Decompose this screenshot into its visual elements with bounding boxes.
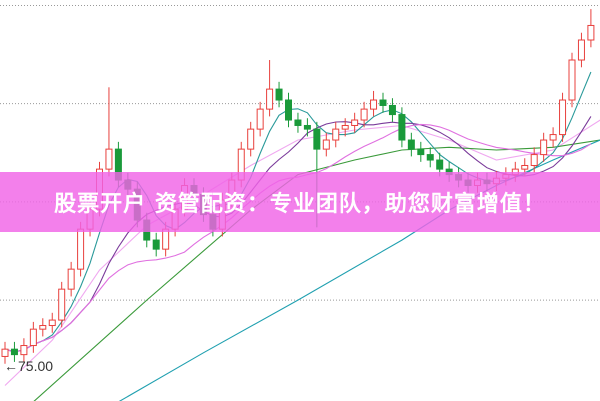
candle-body <box>351 119 359 126</box>
candle-body <box>285 99 292 121</box>
candle-body <box>332 128 340 141</box>
candle-body <box>379 99 387 106</box>
candle-body <box>577 39 585 61</box>
candle-body <box>426 154 434 161</box>
candle-body <box>370 99 378 110</box>
candle-body <box>521 164 529 170</box>
candle-body <box>162 228 170 250</box>
candle-body <box>540 139 548 156</box>
banner-text: 股票开户 资管配资：专业团队，助您财富增值！ <box>54 192 546 217</box>
candle-body <box>266 88 274 110</box>
candle-body <box>20 345 28 356</box>
candle-body <box>275 88 283 101</box>
candle-body <box>29 328 37 347</box>
candle-body <box>48 319 56 327</box>
candle-body <box>256 108 264 130</box>
candle-body <box>294 119 302 126</box>
candle-body <box>10 348 18 356</box>
candle-body <box>388 104 396 116</box>
ma10-line <box>4 116 592 353</box>
candle-body <box>77 228 85 270</box>
candle-body <box>549 134 557 141</box>
candle-body <box>568 59 576 101</box>
candle-body <box>341 124 349 130</box>
candle-body <box>1 348 9 357</box>
candle-body <box>303 124 311 130</box>
candle-body <box>105 148 113 170</box>
candle-body <box>436 159 444 170</box>
candle-body <box>398 114 406 141</box>
candle-body <box>407 139 415 150</box>
candle-body <box>247 128 255 150</box>
candle-body <box>322 139 330 150</box>
candle-body <box>39 325 47 330</box>
price-annotation: ←75.00 <box>4 358 54 374</box>
candle-body <box>360 108 368 121</box>
candle-body <box>313 128 321 150</box>
long-ma-line-0 <box>4 119 600 386</box>
candle-body <box>530 154 538 166</box>
candle-body <box>152 239 160 250</box>
candle-body <box>67 268 75 290</box>
candle-body <box>58 288 66 321</box>
long-ma-line-1 <box>33 139 600 401</box>
ad-banner[interactable]: 股票开户 资管配资：专业团队，助您财富增值！ <box>0 172 600 232</box>
candle-body <box>559 99 567 136</box>
candle-body <box>417 148 425 156</box>
candle-body <box>587 24 595 41</box>
